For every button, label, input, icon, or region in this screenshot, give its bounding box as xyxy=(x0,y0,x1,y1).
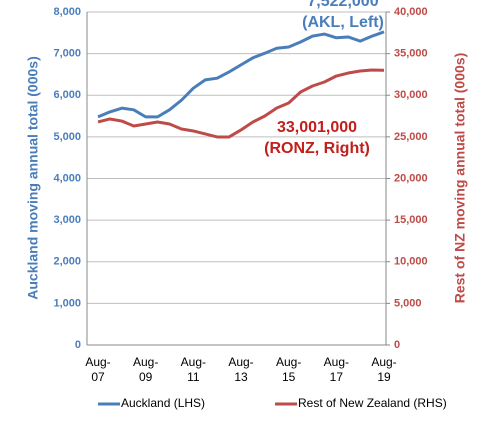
x-tick-label: Aug-13 xyxy=(228,355,253,384)
x-tick-label: Aug-17 xyxy=(324,355,349,384)
annotation: 33,001,000 xyxy=(277,119,357,136)
x-tick-label: Aug-15 xyxy=(276,355,301,384)
x-tick-label: Aug-11 xyxy=(181,355,206,384)
y2-tick-label: 25,000 xyxy=(394,131,428,143)
x-tick-label: Aug-07 xyxy=(85,355,110,384)
annotation: (AKL, Left) xyxy=(302,14,384,31)
y2-tick-label: 0 xyxy=(394,339,400,351)
y-tick-label: 1,000 xyxy=(53,297,81,309)
y-tick-label: 0 xyxy=(75,339,81,351)
x-tick-label: Aug-09 xyxy=(133,355,158,384)
y-tick-label: 7,000 xyxy=(53,48,81,60)
y-axis-label: Auckland moving annual total (000s) xyxy=(25,56,41,300)
y2-tick-label: 40,000 xyxy=(394,6,428,18)
y-tick-label: 6,000 xyxy=(53,89,81,101)
y-tick-label: 4,000 xyxy=(53,172,81,184)
annotation: 7,522,000 xyxy=(307,0,378,10)
y2-axis-label: Rest of NZ moving annual total (000s) xyxy=(452,53,468,303)
y2-tick-label: 15,000 xyxy=(394,214,428,226)
y-tick-label: 5,000 xyxy=(53,131,81,143)
series-line xyxy=(97,30,385,119)
y2-tick-label: 5,000 xyxy=(394,297,422,309)
legend-label: Rest of New Zealand (RHS) xyxy=(298,396,447,410)
x-tick-label: Aug-19 xyxy=(371,355,396,384)
series-line xyxy=(97,68,385,139)
annotation: (RONZ, Right) xyxy=(264,140,370,157)
y2-tick-label: 35,000 xyxy=(394,48,428,60)
legend-label: Auckland (LHS) xyxy=(121,396,205,410)
y2-tick-label: 10,000 xyxy=(394,256,428,268)
y-tick-label: 2,000 xyxy=(53,256,81,268)
y2-tick-label: 30,000 xyxy=(394,89,428,101)
y-tick-label: 3,000 xyxy=(53,214,81,226)
y2-tick-label: 20,000 xyxy=(394,172,428,184)
y-tick-label: 8,000 xyxy=(53,6,81,18)
